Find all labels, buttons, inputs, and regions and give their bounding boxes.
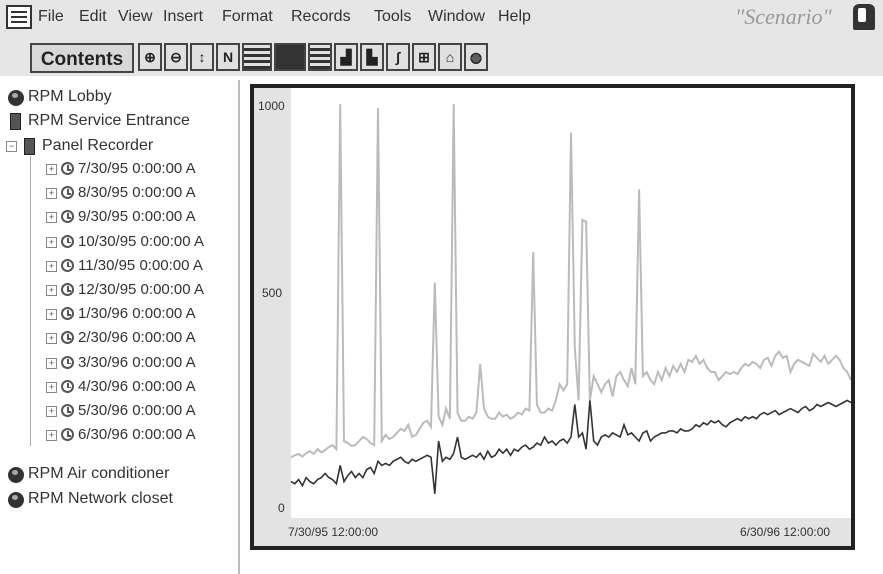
clock-icon [61, 283, 74, 296]
tree-item-rpm-service-entrance[interactable]: RPM Service Entrance [28, 112, 190, 129]
strip-chart-icon[interactable] [242, 43, 272, 71]
expand-icon[interactable]: + [46, 381, 57, 393]
dark-chart-icon[interactable] [274, 43, 306, 71]
x-axis-start-label: 7/30/95 12:00:00 [288, 525, 379, 539]
tree-item-date[interactable]: 3/30/96 0:00:00 A [78, 353, 196, 371]
clock-icon [61, 186, 74, 200]
stats-icon[interactable]: ∫ [386, 43, 410, 71]
menu-records[interactable]: Records [291, 8, 351, 25]
y-tick-label: 1000 [258, 99, 285, 113]
clock-icon [61, 404, 74, 417]
tree-connector [30, 156, 31, 446]
clock-icon [61, 331, 74, 345]
clock-icon [61, 210, 74, 224]
tree-item-date[interactable]: 11/30/95 0:00:00 A [78, 256, 203, 274]
tree-item-date[interactable]: 7/30/95 0:00:00 A [78, 160, 196, 177]
zoom-out-icon[interactable]: ⊖ [164, 43, 188, 71]
table-icon[interactable] [308, 43, 332, 71]
pane-divider[interactable] [238, 80, 240, 574]
menu-view[interactable]: View [118, 8, 153, 25]
tree-item-date[interactable]: 6/30/96 0:00:00 A [78, 426, 196, 444]
menu-file[interactable]: File [38, 8, 64, 25]
histogram-icon[interactable]: ▙ [360, 43, 384, 71]
xy-plot-icon[interactable]: ⊞ [412, 43, 436, 71]
x-axis-end-label: 6/30/96 12:00:00 [740, 525, 831, 539]
zoom-in-icon[interactable]: ⊕ [138, 43, 162, 71]
line-chart[interactable]: 1000 500 0 [254, 88, 851, 546]
tree-item-rpm-lobby[interactable]: RPM Lobby [28, 88, 112, 105]
collapse-icon[interactable]: − [6, 141, 17, 152]
series-line-2 [290, 399, 851, 494]
meter-icon [24, 138, 35, 155]
expand-icon[interactable]: + [46, 188, 57, 200]
tree-item-rpm-air-conditioner[interactable]: RPM Air conditioner [28, 465, 170, 482]
clock-icon [61, 258, 74, 272]
tree-item-date[interactable]: 10/30/95 0:00:00 A [78, 232, 204, 250]
contents-button[interactable]: Contents [30, 43, 134, 73]
expand-icon[interactable]: + [46, 285, 57, 296]
tree-item-date[interactable]: 5/30/96 0:00:00 A [78, 402, 196, 419]
clock-icon [61, 162, 74, 175]
expand-icon[interactable]: + [46, 309, 57, 321]
globe-icon [8, 492, 24, 508]
expand-icon[interactable]: + [46, 406, 57, 417]
meter-icon [10, 113, 21, 130]
tree-item-date[interactable]: 8/30/95 0:00:00 A [78, 184, 196, 202]
y-tick-label: 500 [262, 286, 282, 300]
menu-help[interactable]: Help [498, 8, 531, 25]
expand-icon[interactable]: + [46, 164, 57, 175]
menu-format[interactable]: Format [222, 8, 273, 25]
menu-window[interactable]: Window [428, 8, 485, 25]
menu-edit[interactable]: Edit [79, 8, 107, 25]
tree-item-date[interactable]: 2/30/96 0:00:00 A [78, 329, 196, 347]
normal-button[interactable]: N [216, 43, 240, 71]
globe-icon [8, 90, 24, 106]
y-tick-label: 0 [278, 501, 285, 515]
tree-item-date[interactable]: 12/30/95 0:00:00 A [78, 281, 204, 298]
tree-item-panel-recorder[interactable]: Panel Recorder [42, 137, 154, 154]
globe-icon[interactable]: ◍ [464, 43, 488, 71]
home-icon[interactable]: ⌂ [438, 43, 462, 71]
tree-item-rpm-network-closet[interactable]: RPM Network closet [28, 490, 173, 507]
expand-icon[interactable]: + [46, 260, 57, 272]
expand-icon[interactable]: + [46, 357, 57, 369]
menu-insert[interactable]: Insert [163, 8, 204, 25]
probe-icon[interactable]: ↕ [190, 43, 214, 71]
bar-chart-icon[interactable]: ▟ [334, 43, 358, 71]
menu-bar [0, 0, 883, 34]
globe-icon [8, 467, 24, 483]
clock-icon [61, 234, 74, 248]
expand-icon[interactable]: + [46, 236, 57, 248]
tree-item-date[interactable]: 9/30/95 0:00:00 A [78, 208, 196, 226]
expand-icon[interactable]: + [46, 212, 57, 224]
clock-icon [61, 428, 74, 442]
expand-icon[interactable]: + [46, 430, 57, 442]
clock-icon [61, 379, 74, 393]
menu-tools[interactable]: Tools [374, 8, 412, 25]
series-line-1 [290, 104, 851, 459]
scenario-logo-icon [853, 4, 875, 30]
scenario-brand: "Scenario" [735, 4, 832, 29]
clock-icon [61, 307, 74, 321]
app-menu-icon[interactable] [6, 5, 32, 29]
tree-item-date[interactable]: 1/30/96 0:00:00 A [78, 305, 196, 323]
expand-icon[interactable]: + [46, 333, 57, 345]
clock-icon [61, 355, 74, 369]
tree-item-date[interactable]: 4/30/96 0:00:00 A [78, 377, 196, 395]
